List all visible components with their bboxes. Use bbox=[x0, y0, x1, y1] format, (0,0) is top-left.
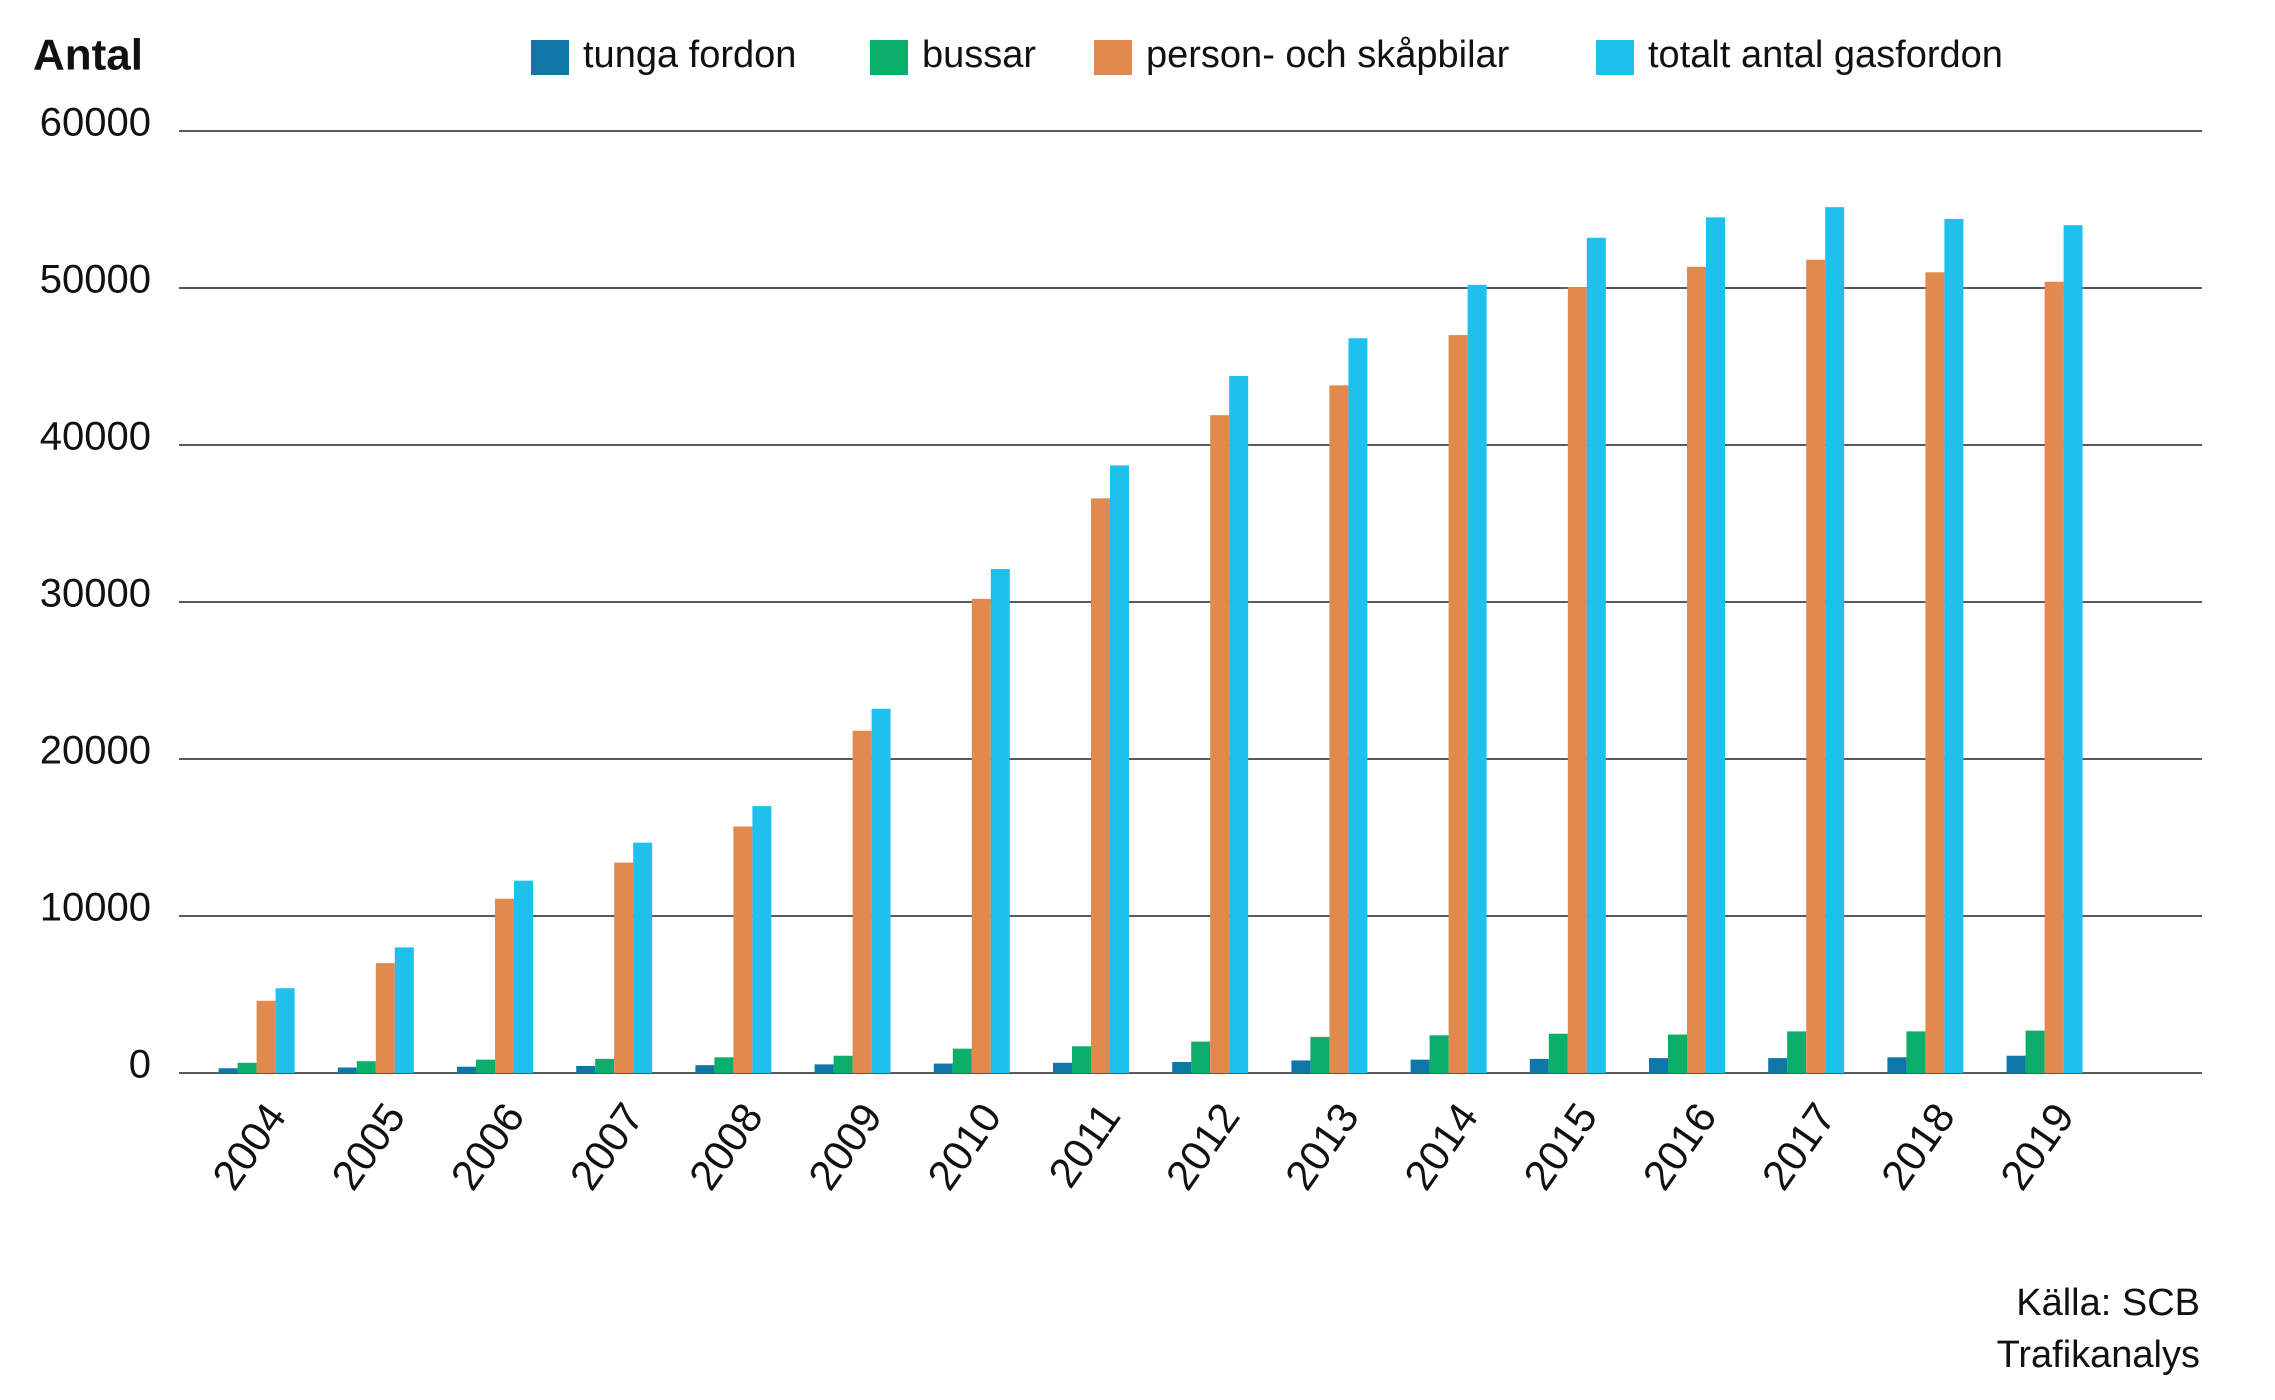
bar bbox=[871, 708, 891, 1073]
x-tick-label: 2016 bbox=[1633, 1095, 1725, 1198]
bar bbox=[1091, 498, 1110, 1073]
bar bbox=[1291, 1060, 1311, 1073]
bar bbox=[495, 898, 514, 1073]
bar bbox=[633, 842, 653, 1073]
x-tick-label: 2014 bbox=[1395, 1095, 1487, 1198]
legend-swatch bbox=[1094, 40, 1132, 75]
bar bbox=[1548, 1033, 1568, 1073]
bar bbox=[1191, 1041, 1211, 1073]
bar bbox=[1529, 1058, 1549, 1073]
bar bbox=[2006, 1055, 2026, 1073]
x-tick-label: 2006 bbox=[441, 1095, 533, 1198]
bar bbox=[933, 1063, 953, 1073]
x-tick-label: 2005 bbox=[322, 1095, 414, 1198]
legend-swatch bbox=[531, 40, 569, 75]
bar bbox=[2063, 225, 2083, 1073]
bar bbox=[1887, 1057, 1907, 1073]
bar bbox=[1410, 1059, 1430, 1073]
bar bbox=[2044, 281, 2064, 1074]
bar bbox=[476, 1059, 495, 1073]
bar bbox=[1787, 1031, 1807, 1073]
bar bbox=[2025, 1030, 2045, 1073]
bar bbox=[1906, 1031, 1926, 1073]
bar bbox=[1668, 1034, 1687, 1073]
bar bbox=[595, 1058, 615, 1073]
bar bbox=[237, 1062, 257, 1073]
bar bbox=[576, 1065, 596, 1073]
bar bbox=[695, 1065, 715, 1073]
bar bbox=[1072, 1046, 1091, 1073]
bar bbox=[1925, 272, 1945, 1073]
x-tick-label: 2004 bbox=[203, 1095, 295, 1198]
bar bbox=[514, 880, 533, 1073]
bar bbox=[1110, 465, 1129, 1073]
legend-swatch bbox=[1596, 40, 1634, 75]
bar bbox=[1649, 1058, 1668, 1073]
legend-label: person- och skåpbilar bbox=[1146, 34, 1510, 76]
bar bbox=[990, 569, 1010, 1073]
y-tick-label: 30000 bbox=[40, 572, 151, 616]
x-tick-label: 2019 bbox=[1991, 1095, 2083, 1198]
x-tick-label: 2013 bbox=[1276, 1095, 1368, 1198]
legend-label: totalt antal gasfordon bbox=[1648, 34, 2003, 76]
x-tick-label: 2010 bbox=[918, 1095, 1010, 1198]
bar bbox=[614, 862, 634, 1073]
y-tick-label: 10000 bbox=[40, 886, 151, 930]
bar bbox=[1053, 1062, 1072, 1073]
bar bbox=[1567, 287, 1587, 1074]
bar bbox=[833, 1055, 853, 1073]
bar bbox=[394, 947, 414, 1073]
bar bbox=[275, 988, 295, 1073]
bar bbox=[1687, 266, 1706, 1073]
bar bbox=[1768, 1058, 1788, 1073]
bar bbox=[1329, 385, 1349, 1074]
x-tick-label: 2011 bbox=[1039, 1095, 1129, 1196]
y-tick-label: 40000 bbox=[40, 415, 151, 459]
bar bbox=[1806, 259, 1826, 1073]
x-tick-label: 2008 bbox=[680, 1095, 772, 1198]
y-tick-label: 50000 bbox=[40, 258, 151, 302]
x-tick-label: 2015 bbox=[1514, 1095, 1606, 1198]
source-note: Källa: SCB bbox=[2016, 1282, 2200, 1324]
bar bbox=[1429, 1035, 1449, 1073]
bar bbox=[971, 598, 991, 1073]
bar bbox=[218, 1068, 238, 1073]
bar bbox=[1348, 338, 1368, 1073]
y-tick-label: 0 bbox=[129, 1043, 151, 1087]
bar bbox=[337, 1067, 357, 1073]
bar bbox=[733, 826, 753, 1073]
bar bbox=[356, 1061, 376, 1073]
legend-label: tunga fordon bbox=[583, 34, 796, 76]
bar bbox=[1586, 237, 1606, 1073]
x-tick-label: 2017 bbox=[1753, 1095, 1845, 1198]
bar bbox=[714, 1057, 734, 1073]
bar bbox=[752, 806, 772, 1073]
bar bbox=[1706, 217, 1725, 1074]
bar bbox=[1210, 415, 1230, 1073]
bar bbox=[1229, 375, 1249, 1073]
bar bbox=[1172, 1062, 1192, 1073]
bar bbox=[1448, 335, 1468, 1074]
y-axis-title: Antal bbox=[33, 31, 143, 80]
bar bbox=[952, 1048, 972, 1073]
y-tick-label: 60000 bbox=[40, 101, 151, 145]
source-note: Trafikanalys bbox=[1997, 1334, 2200, 1376]
x-tick-label: 2007 bbox=[561, 1095, 653, 1198]
bar bbox=[457, 1066, 476, 1073]
bar bbox=[1310, 1036, 1330, 1073]
legend-swatch bbox=[870, 40, 908, 75]
x-tick-label: 2018 bbox=[1872, 1095, 1964, 1198]
bar bbox=[1825, 207, 1845, 1073]
bar bbox=[814, 1064, 834, 1073]
bar bbox=[256, 1000, 276, 1073]
x-tick-label: 2012 bbox=[1157, 1095, 1249, 1198]
bar bbox=[1467, 284, 1487, 1073]
x-tick-label: 2009 bbox=[799, 1095, 891, 1198]
legend-label: bussar bbox=[922, 34, 1036, 76]
bar bbox=[375, 963, 395, 1073]
bar bbox=[852, 730, 872, 1073]
y-tick-label: 20000 bbox=[40, 729, 151, 773]
bar bbox=[1944, 218, 1964, 1074]
